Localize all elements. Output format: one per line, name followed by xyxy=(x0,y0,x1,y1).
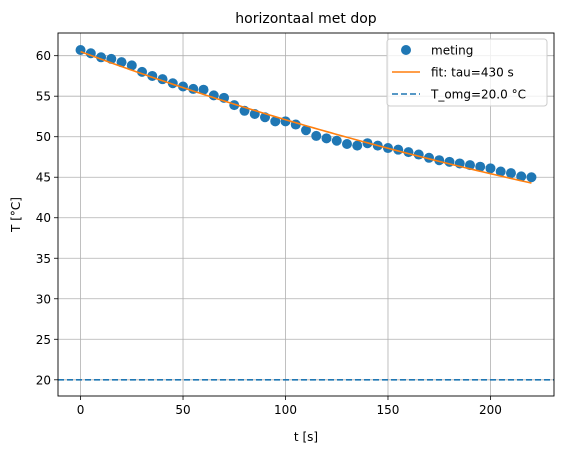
x-tick-label: 150 xyxy=(377,403,400,417)
data-point-meting xyxy=(505,168,516,179)
data-point-meting xyxy=(423,152,434,163)
y-tick-label: 50 xyxy=(36,130,51,144)
y-tick-label: 25 xyxy=(36,333,51,347)
legend-label-meting: meting xyxy=(431,44,473,58)
y-tick-label: 60 xyxy=(36,49,51,63)
data-point-meting xyxy=(495,166,506,177)
y-tick-label: 20 xyxy=(36,373,51,387)
data-point-meting xyxy=(331,135,342,146)
data-point-meting xyxy=(270,116,281,127)
data-point-meting xyxy=(485,163,496,174)
data-point-meting xyxy=(116,57,127,68)
legend-label-t-omg: T_omg=20.0 °C xyxy=(430,88,526,102)
x-tick-label: 0 xyxy=(77,403,85,417)
y-tick-label: 45 xyxy=(36,171,51,185)
data-point-meting xyxy=(321,133,332,144)
data-point-meting xyxy=(526,172,537,183)
data-point-meting xyxy=(198,84,209,95)
y-tick-label: 35 xyxy=(36,252,51,266)
data-point-meting xyxy=(341,139,352,150)
legend-box xyxy=(386,38,548,107)
y-tick-label: 30 xyxy=(36,292,51,306)
legend-label-fit: fit: tau=430 s xyxy=(431,66,514,80)
x-tick-label: 50 xyxy=(175,403,190,417)
data-point-meting xyxy=(352,140,363,151)
y-axis-label: T [°C] xyxy=(9,197,23,233)
y-tick-label: 55 xyxy=(36,90,51,104)
data-point-meting xyxy=(475,161,486,172)
x-axis-label: t [s] xyxy=(294,430,318,444)
plot-frame xyxy=(57,32,555,397)
x-tick-label: 200 xyxy=(479,403,502,417)
chart-title: horizontaal met dop xyxy=(235,11,377,27)
data-point-meting xyxy=(126,60,137,71)
fit-line xyxy=(80,50,532,184)
legend: meting fit: tau=430 s T_omg=20.0 °C xyxy=(386,38,548,107)
data-point-meting xyxy=(311,130,322,141)
y-tick-label: 40 xyxy=(36,211,51,225)
x-tick-label: 100 xyxy=(274,403,297,417)
plot-area xyxy=(58,45,554,381)
ticks: 0 50 100 150 200 20 25 30 35 40 45 50 55 60 xyxy=(36,49,502,417)
data-point-meting xyxy=(301,125,311,136)
legend-marker-meting xyxy=(401,45,411,55)
data-point-meting xyxy=(516,171,527,182)
